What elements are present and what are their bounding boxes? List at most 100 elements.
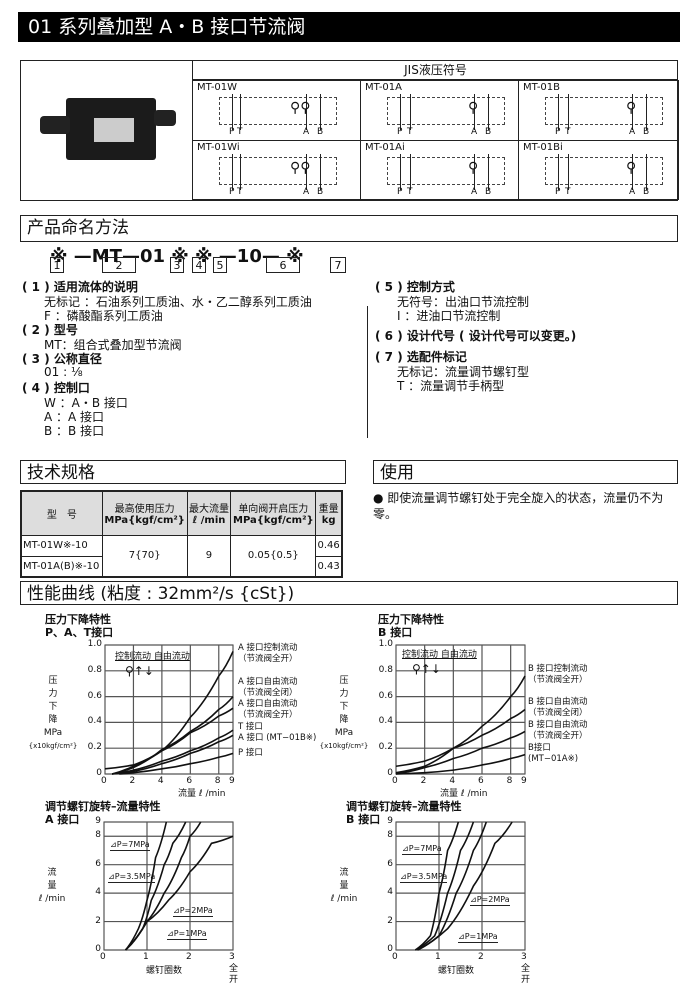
port-label: T — [565, 187, 571, 197]
table-cell: 0.46 — [315, 534, 343, 557]
divider — [367, 306, 368, 438]
port-label: T — [237, 127, 243, 137]
x-axis-label: 流量 ℓ /min — [178, 789, 226, 799]
table-row: MT-01A(B)※-10 0.43 — [20, 555, 343, 578]
port-line — [632, 154, 633, 190]
port-label: A — [303, 187, 310, 197]
series-line — [124, 835, 234, 951]
chart-title: 压力下降特性 — [45, 613, 111, 626]
port-label: P — [397, 127, 403, 137]
curve-label: A 接口自由流动 — [238, 677, 298, 687]
hydraulic-symbol: P T A B ⚲⚲ — [219, 154, 337, 197]
symbol-cell: MT-01Bi P T A B ⚲ — [518, 140, 679, 200]
naming-item-heading: ( 1 ) 适用流体的说明 — [22, 280, 138, 294]
x-tick-label: 8 — [214, 776, 221, 786]
curve-label: ⊿P=2MPa — [470, 895, 510, 906]
throttle-check-icon: ⚲ — [468, 100, 479, 116]
performance-header: 性能曲线 (粘度 : 32mm²/s {cSt}) — [20, 581, 678, 605]
chart-title: 调节螺钉旋转–流量特性 — [346, 800, 462, 813]
curve-label: (MT−01A※) — [528, 754, 579, 764]
header-line: MPa{kgf/cm²} — [104, 515, 185, 527]
header-line: ℓ /min — [192, 515, 226, 527]
x-axis-end-label: 开 — [521, 975, 531, 985]
series-line — [414, 821, 460, 951]
port-line — [400, 94, 401, 130]
x-tick-label: 2 — [129, 776, 136, 786]
model-code: ※ —MT—01 ※ ※ —10— ※ — [50, 246, 304, 267]
port-line — [306, 94, 307, 130]
y-tick-label: 0 — [387, 768, 393, 778]
page-title: 01 系列叠加型 A・B 接口节流阀 — [18, 12, 680, 42]
x-tick-label: 2 — [186, 952, 192, 962]
naming-item-line: A ：A 接口 — [44, 410, 105, 424]
port-line — [646, 94, 647, 130]
x-axis-label: 螺钉圈数 — [146, 966, 183, 976]
y-axis-label: 力 — [48, 689, 58, 699]
series-line — [111, 707, 234, 775]
curve-label: （节流阀全闭） — [238, 688, 298, 698]
code-position-box: 7 — [330, 257, 346, 273]
x-tick-label: 4 — [449, 776, 456, 786]
port-line — [232, 154, 233, 190]
y-tick-label: 0.6 — [87, 690, 102, 701]
x-axis-label: 螺钉圈数 — [438, 966, 475, 976]
y-axis-label: 降 — [48, 715, 58, 725]
naming-item-heading: ( 5 ) 控制方式 — [375, 280, 455, 294]
naming-item-heading: ( 3 ) 公称直径 — [22, 352, 102, 366]
port-line — [320, 154, 321, 190]
naming-item-line: 无标记 ：石油系列工质油、水・乙二醇系列工质油 — [44, 295, 312, 309]
y-tick-label: 0.2 — [87, 742, 102, 753]
y-tick-label: 0.8 — [378, 664, 393, 675]
x-axis-end-label: 开 — [229, 975, 239, 985]
flow-legend: 控制流动 自由流动 — [402, 650, 477, 660]
x-tick-label: 6 — [186, 776, 193, 786]
x-tick-label: 9 — [229, 776, 235, 786]
x-tick-label: 2 — [420, 776, 427, 786]
code-position-box: 5 — [213, 257, 227, 273]
port-label: P — [229, 187, 235, 197]
port-label: B — [643, 187, 650, 197]
symbol-model: MT-01Wi — [197, 142, 240, 153]
symbol-block — [20, 60, 678, 201]
throttle-check-icon: ⚲⚲ — [290, 160, 311, 176]
curve-label: ⊿P=2MPa — [173, 906, 213, 917]
port-label: A — [303, 127, 310, 137]
x-tick-label: 2 — [478, 952, 484, 962]
series-line — [119, 752, 234, 775]
port-line — [646, 154, 647, 190]
naming-item-line: 无标记：流量调节螺钉型 — [397, 365, 530, 379]
naming-item-heading: ( 2 ) 型号 — [22, 323, 78, 337]
header-line: 单向阀开启压力 — [238, 504, 309, 516]
curve-label: B 接口自由流动 — [528, 720, 588, 730]
y-axis-label: 量 — [47, 881, 57, 891]
x-tick-label: 4 — [157, 776, 164, 786]
series-line — [124, 821, 168, 951]
naming-item-line: F ：磷酸酯系列工质油 — [44, 309, 163, 323]
y-tick-label: 0.8 — [87, 664, 102, 675]
port-line — [400, 154, 401, 190]
x-tick-label: 9 — [521, 776, 527, 786]
y-axis-label: 压 — [48, 676, 58, 686]
y-tick-label: 8 — [95, 830, 101, 841]
table-cell: 0.05{0.5} — [230, 534, 317, 578]
spec-table: 型 号最高使用压力 MPa{kgf/cm²} 最大流量 ℓ /min 单向阀开启压力 MP… — [20, 490, 343, 578]
naming-header: 产品命名方法 — [20, 215, 678, 242]
curve-label: B 接口自由流动 — [528, 697, 588, 707]
port-line — [568, 154, 569, 190]
y-tick-label: 4 — [95, 887, 101, 898]
chart-subtitle: A 接口 — [45, 813, 80, 826]
curve-label: P 接口 — [238, 748, 263, 758]
hydraulic-symbol: P T A B ⚲ — [545, 154, 663, 197]
naming-item-line: I ：进油口节流控制 — [397, 309, 501, 323]
symbol-cell: MT-01A P T A B ⚲ — [360, 80, 519, 141]
hydraulic-symbol: P T A B ⚲⚲ — [219, 94, 337, 137]
header-line: 重量 — [318, 504, 339, 516]
y-tick-label: 0 — [387, 944, 393, 954]
header-line: kg — [321, 515, 336, 527]
header-line: 最大流量 — [188, 504, 229, 516]
header-line: 最高使用压力 — [114, 504, 175, 516]
series-line — [395, 708, 526, 768]
curve-label: ⊿P=7MPa — [402, 844, 442, 855]
x-axis-end-label: 全 — [229, 964, 239, 974]
